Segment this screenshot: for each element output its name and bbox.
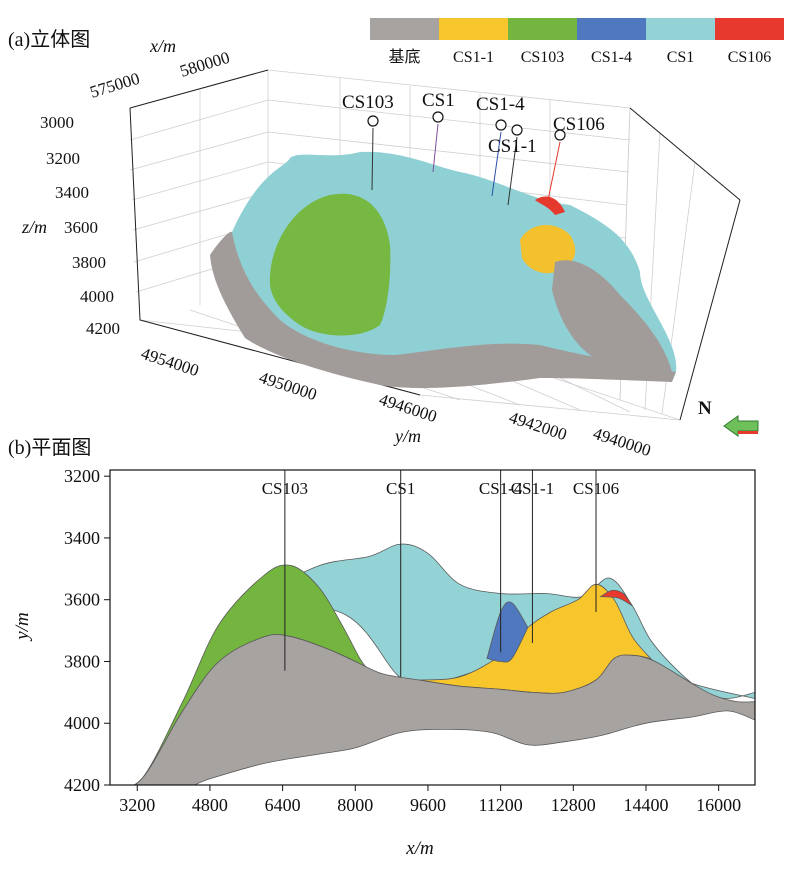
y-tick: 4946000 — [377, 390, 439, 426]
wellhead-icon — [432, 111, 444, 123]
legend-swatch — [508, 18, 577, 40]
area-基底 — [133, 634, 755, 785]
legend-label: CS106 — [728, 49, 772, 66]
axis-label-z: z/m — [21, 217, 47, 237]
well-cs103-line — [371, 127, 374, 191]
y-tick: 4950000 — [257, 368, 319, 404]
chart-title: (b)平面图 — [8, 437, 91, 459]
well-label-cs103: CS103 — [342, 92, 394, 113]
well-label-cs1-4: CS1-4 — [479, 479, 523, 498]
well-cs1-1-line — [507, 136, 518, 206]
z-tick: 3200 — [46, 149, 80, 168]
legend-swatch — [577, 18, 646, 40]
legend-label: CS1 — [667, 49, 695, 66]
well-label-cs1-4: CS1-4 — [476, 94, 525, 115]
x-tick-label: 3200 — [119, 795, 155, 815]
y-tick-label: 3200 — [64, 466, 100, 486]
x-tick-label: 16000 — [696, 795, 741, 815]
3d-surface — [210, 151, 677, 389]
x-tick-label: 14400 — [623, 795, 668, 815]
x-tick-575000: 575000 — [88, 69, 142, 102]
legend: 基底 CS1-1 CS103 CS1-4 CS1 CS106 — [370, 18, 784, 66]
basement-right-surface — [552, 260, 672, 372]
y-tick-label: 4200 — [64, 775, 100, 795]
legend-swatch — [439, 18, 508, 40]
x-tick-label: 12800 — [551, 795, 596, 815]
well-label-cs1-1: CS1-1 — [488, 136, 537, 157]
y-tick-label: 3400 — [64, 528, 100, 548]
y-tick: 4940000 — [591, 424, 653, 460]
well-label-cs106: CS106 — [553, 114, 605, 135]
north-arrow-icon — [723, 415, 759, 437]
y-tick-label: 3600 — [64, 590, 100, 610]
panel-a-label: (a)立体图 — [8, 28, 90, 51]
z-tick: 4000 — [80, 287, 114, 306]
z-tick: 3400 — [55, 183, 89, 202]
cs103-surface — [269, 193, 391, 336]
wellhead-icon — [495, 119, 507, 131]
wells-3d: CS103 CS1 CS1-4 CS1-1 CS106 — [342, 90, 605, 206]
north-label: N — [698, 398, 712, 419]
legend-swatch — [370, 18, 439, 40]
well-label-cs106: CS106 — [573, 479, 619, 498]
well-cs1-4-line — [491, 131, 502, 197]
x-tick-label: 9600 — [410, 795, 446, 815]
x-tick-label: 11200 — [478, 795, 522, 815]
legend-label: CS1-4 — [591, 49, 632, 66]
z-tick: 3000 — [40, 113, 74, 132]
wellhead-icons — [367, 111, 566, 141]
axis-label-x: x/m — [149, 36, 176, 56]
well-label-cs1: CS1 — [422, 90, 455, 111]
axis-label-y: y/m — [393, 426, 421, 446]
wellhead-icon — [511, 124, 523, 136]
y-tick: 4942000 — [507, 408, 569, 444]
x-tick-label: 4800 — [192, 795, 228, 815]
y-tick: 4954000 — [139, 344, 201, 380]
well-cs1-line — [432, 123, 439, 173]
wellhead-icon — [367, 115, 379, 127]
area-layers — [133, 543, 755, 785]
legend-swatch — [646, 18, 715, 40]
plot-frame — [109, 469, 756, 786]
area-cs106 — [599, 589, 633, 607]
well-label-cs1: CS1 — [386, 479, 415, 498]
wellhead-icon — [554, 129, 566, 141]
z-tick: 3600 — [64, 218, 98, 237]
z-tick: 3800 — [72, 253, 106, 272]
x-axis-label: x/m — [405, 838, 433, 859]
x-tick-label: 6400 — [265, 795, 301, 815]
well-label-cs1-1: CS1-1 — [511, 479, 554, 498]
x-tick-580000: 580000 — [178, 48, 232, 81]
z-tick: 4200 — [86, 319, 120, 338]
legend-label: CS103 — [521, 49, 565, 66]
y-tick-label: 3800 — [64, 651, 100, 671]
well-cs106-line — [547, 141, 561, 201]
well-label-cs103: CS103 — [262, 479, 308, 498]
panel-a-3d-view: (a)立体图 — [8, 28, 759, 460]
basement-surface — [210, 231, 676, 389]
x-tick-label: 8000 — [337, 795, 373, 815]
legend-label: CS1-1 — [453, 49, 494, 66]
legend-label: 基底 — [388, 48, 420, 66]
legend-swatch — [715, 18, 784, 40]
y-axis-label: y/m — [12, 612, 33, 641]
cs106-surface — [535, 196, 565, 215]
y-tick-label: 4000 — [64, 713, 100, 733]
